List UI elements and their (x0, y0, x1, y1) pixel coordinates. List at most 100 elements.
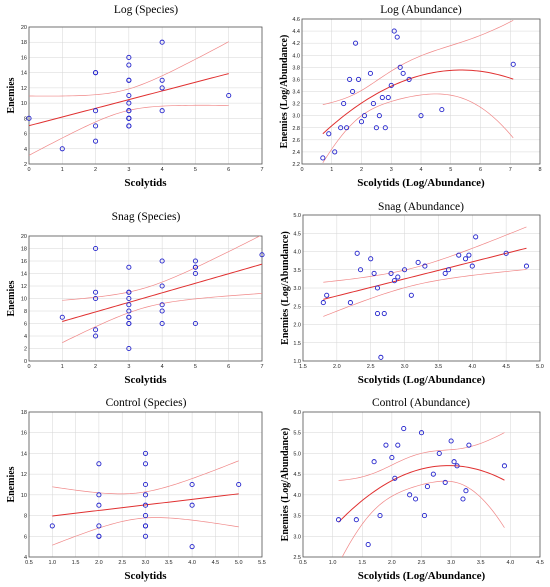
data-point (395, 442, 401, 448)
plot-frame (28, 235, 263, 362)
data-point (400, 70, 406, 76)
data-point (341, 101, 347, 107)
y-tick-label: 18 (21, 410, 27, 416)
y-tick-label: 4.0 (293, 493, 301, 499)
data-point (142, 502, 149, 508)
data-point (442, 479, 448, 485)
data-point (523, 263, 530, 269)
y-axis-label: Enemies (6, 280, 17, 316)
data-point (355, 76, 362, 82)
data-point (473, 234, 479, 240)
plot-frame (302, 411, 541, 558)
y-tick-label: 20 (21, 25, 27, 31)
data-point (96, 523, 102, 529)
y-tick-label: 14 (21, 272, 27, 278)
data-point (126, 108, 132, 114)
y-tick-label: 16 (21, 55, 27, 61)
data-point (96, 533, 102, 539)
data-point (347, 76, 353, 82)
fit-line (323, 247, 527, 300)
ci-upper-curve (52, 460, 239, 495)
fit-curves (323, 226, 527, 317)
data-point (142, 461, 149, 467)
data-point (142, 523, 149, 529)
data-point (379, 94, 385, 101)
data-point (126, 302, 132, 308)
x-tick-label: 0.5 (299, 560, 307, 566)
data-point (93, 327, 99, 333)
y-tick-label: 12 (21, 472, 27, 478)
data-point (415, 259, 421, 266)
y-tick-label: 6 (24, 132, 27, 138)
data-point (418, 430, 425, 436)
y-tick-label: 12 (21, 284, 27, 290)
data-point (381, 310, 387, 317)
data-point (332, 149, 338, 155)
y-tick-label: 20 (21, 234, 27, 240)
x-tick-label: 5 (449, 167, 452, 173)
data-point (96, 461, 102, 467)
x-tick-label: 2.5 (418, 560, 426, 566)
y-tick-label: 0 (24, 359, 27, 365)
x-tick-label: 3.0 (447, 560, 455, 566)
x-tick-label: 1.5 (358, 560, 366, 566)
data-point (126, 115, 132, 121)
data-point (159, 302, 165, 308)
x-tick-label: 2 (94, 364, 97, 370)
y-tick-label: 2.2 (292, 162, 300, 168)
data-point (365, 542, 371, 548)
ci-upper-curve (62, 236, 261, 301)
data-point (408, 292, 414, 298)
data-point (96, 502, 102, 508)
ci-lower-curve (323, 269, 527, 317)
data-point (377, 513, 383, 519)
chart-title: Snag (Abundance) (378, 201, 464, 213)
data-point (126, 289, 132, 295)
data-point (126, 77, 132, 83)
data-point (93, 70, 99, 76)
data-point (344, 125, 350, 131)
data-point (189, 544, 195, 550)
data-point (189, 481, 195, 488)
y-tick-label: 3.0 (293, 534, 301, 540)
data-point (454, 463, 460, 469)
ci-upper-curve (322, 20, 514, 105)
y-tick-label: 16 (21, 259, 27, 265)
x-tick-label: 1.5 (299, 364, 307, 370)
data-point (510, 61, 516, 67)
ci-upper-curve (29, 41, 229, 97)
chart-title: Log (Species) (114, 4, 178, 16)
data-point (424, 484, 430, 490)
x-tick-label: 4.0 (188, 560, 196, 566)
data-point (413, 496, 419, 502)
x-axis-label: Scolytids (124, 570, 167, 582)
fit-line (322, 69, 514, 135)
data-point (439, 107, 445, 113)
x-tick-label: 4.5 (536, 560, 544, 566)
y-tick-label: 2 (24, 347, 27, 353)
y-tick-label: 10 (21, 493, 27, 499)
data-point (446, 267, 452, 273)
data-point (347, 300, 353, 306)
data-point (391, 278, 397, 284)
data-point (406, 76, 412, 82)
y-tick-label: 2.0 (293, 323, 301, 329)
data-point (371, 270, 377, 276)
y-tick-label: 4 (24, 555, 27, 561)
data-point (374, 285, 381, 291)
x-tick-label: 4 (419, 167, 422, 173)
x-tick-label: 2.0 (388, 560, 396, 566)
data-point (388, 270, 394, 276)
fit-line (52, 493, 239, 517)
y-tick-label: 4.5 (293, 472, 301, 478)
fit-curves (322, 20, 514, 164)
chart-title: Control (Species) (106, 397, 187, 409)
data-point (373, 125, 379, 131)
x-axis-label: Scolytids (Log/Abundance) (357, 177, 485, 189)
y-tick-label: 3.5 (293, 268, 301, 274)
data-point (385, 94, 391, 101)
y-tick-label: 4.0 (292, 53, 300, 59)
y-tick-label: 8 (24, 309, 27, 315)
data-point (401, 426, 407, 432)
